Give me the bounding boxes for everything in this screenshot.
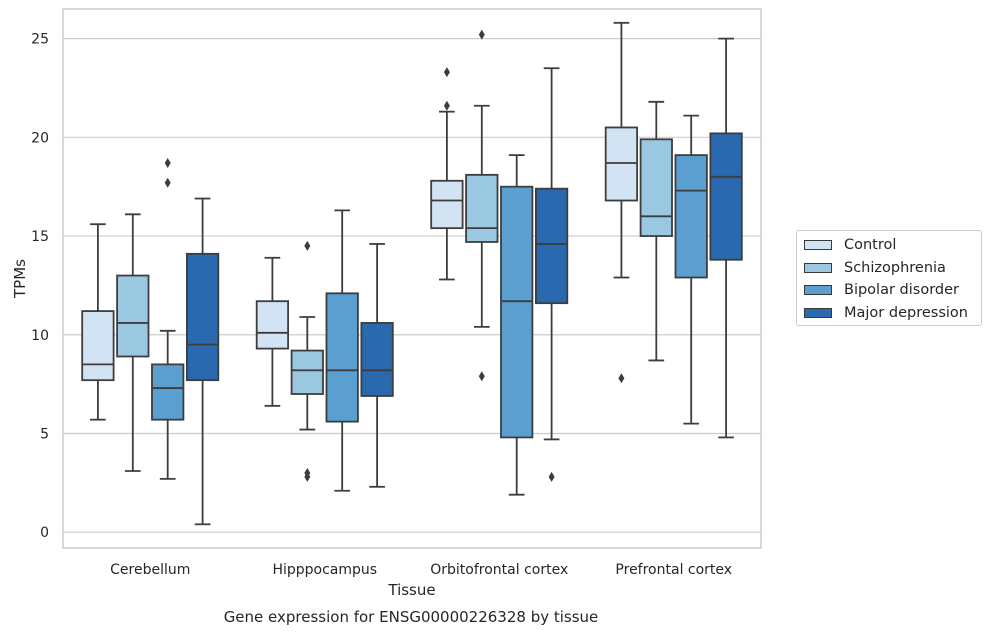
box-iqr [185, 252, 220, 382]
y-tick-labels: 0 5 10 15 20 25 [31, 32, 49, 542]
box-control [255, 256, 290, 407]
legend-label: Schizophrenia [844, 259, 946, 276]
x-axis-label: Tissue [387, 581, 435, 599]
box-iqr [604, 126, 639, 202]
box-series [81, 21, 743, 526]
box-iqr [430, 179, 464, 230]
outlier-point [304, 240, 311, 251]
legend-label: Bipolar disorder [844, 282, 959, 298]
chart-caption: Gene expression for ENSG00000226328 by t… [224, 608, 599, 626]
legend-swatch [804, 262, 832, 273]
box-schizophrenia [116, 213, 150, 472]
box-iqr [255, 300, 290, 350]
y-tick-label: 20 [31, 130, 49, 146]
box-control [604, 21, 639, 384]
y-tick-label: 25 [31, 32, 49, 48]
outlier-point [618, 373, 625, 384]
outlier-point [304, 467, 311, 478]
legend-item: Schizophrenia [804, 258, 946, 278]
legend-label: Major depression [844, 304, 968, 321]
box-iqr [709, 132, 743, 261]
box-iqr [81, 310, 115, 382]
box-iqr [500, 185, 534, 439]
legend-swatch [804, 285, 832, 295]
y-tick-label: 0 [40, 525, 49, 541]
box-major-depression [709, 37, 743, 439]
box-iqr [534, 187, 569, 305]
x-tick-labels: Cerebellum Hipppocampus Orbitofrontal cort… [110, 562, 732, 578]
plot-frame [62, 8, 762, 549]
legend-item: Bipolar disorder [804, 280, 959, 300]
box-iqr [325, 292, 359, 423]
box-bipolar-disorder [325, 209, 359, 492]
x-tick-label: Cerebellum [110, 562, 190, 578]
y-tick-label: 15 [31, 229, 49, 245]
y-tick-label: 10 [31, 328, 49, 344]
box-schizophrenia [639, 100, 673, 362]
box-iqr [151, 363, 185, 421]
x-tick-label: Prefrontal cortex [615, 562, 732, 578]
outlier-point [443, 100, 450, 111]
legend-item: Control [804, 235, 896, 255]
box-iqr [639, 138, 673, 237]
box-schizophrenia [465, 29, 499, 382]
box-bipolar-disorder [151, 158, 185, 480]
box-iqr [674, 154, 708, 279]
outlier-point [164, 158, 171, 168]
box-control [430, 67, 464, 281]
legend: Control Schizophrenia Bipolar disorder Majo… [796, 230, 982, 326]
legend-swatch [804, 240, 832, 250]
x-tick-label: Hipppocampus [272, 562, 377, 578]
box-control [81, 223, 115, 421]
legend-item: Major depression [804, 303, 968, 323]
box-iqr [290, 349, 324, 395]
box-iqr [360, 322, 394, 397]
x-tick-label: Orbitofrontal cortex [430, 562, 568, 578]
box-major-depression [360, 243, 394, 488]
y-tick-label: 5 [40, 426, 49, 442]
legend-label: Control [844, 237, 897, 253]
outlier-point [443, 67, 450, 78]
outlier-point [478, 29, 485, 40]
box-bipolar-disorder [674, 114, 708, 425]
outlier-point [478, 371, 485, 382]
outlier-point [164, 177, 171, 188]
box-bipolar-disorder [500, 154, 534, 496]
box-iqr [465, 173, 499, 243]
legend-swatch [804, 307, 832, 318]
box-major-depression [185, 197, 220, 526]
outlier-point [548, 471, 555, 482]
y-axis-label: TPMs [11, 259, 29, 299]
box-iqr [116, 274, 150, 358]
box-major-depression [534, 67, 569, 482]
grid-lines [63, 38, 761, 533]
box-schizophrenia [290, 240, 324, 482]
